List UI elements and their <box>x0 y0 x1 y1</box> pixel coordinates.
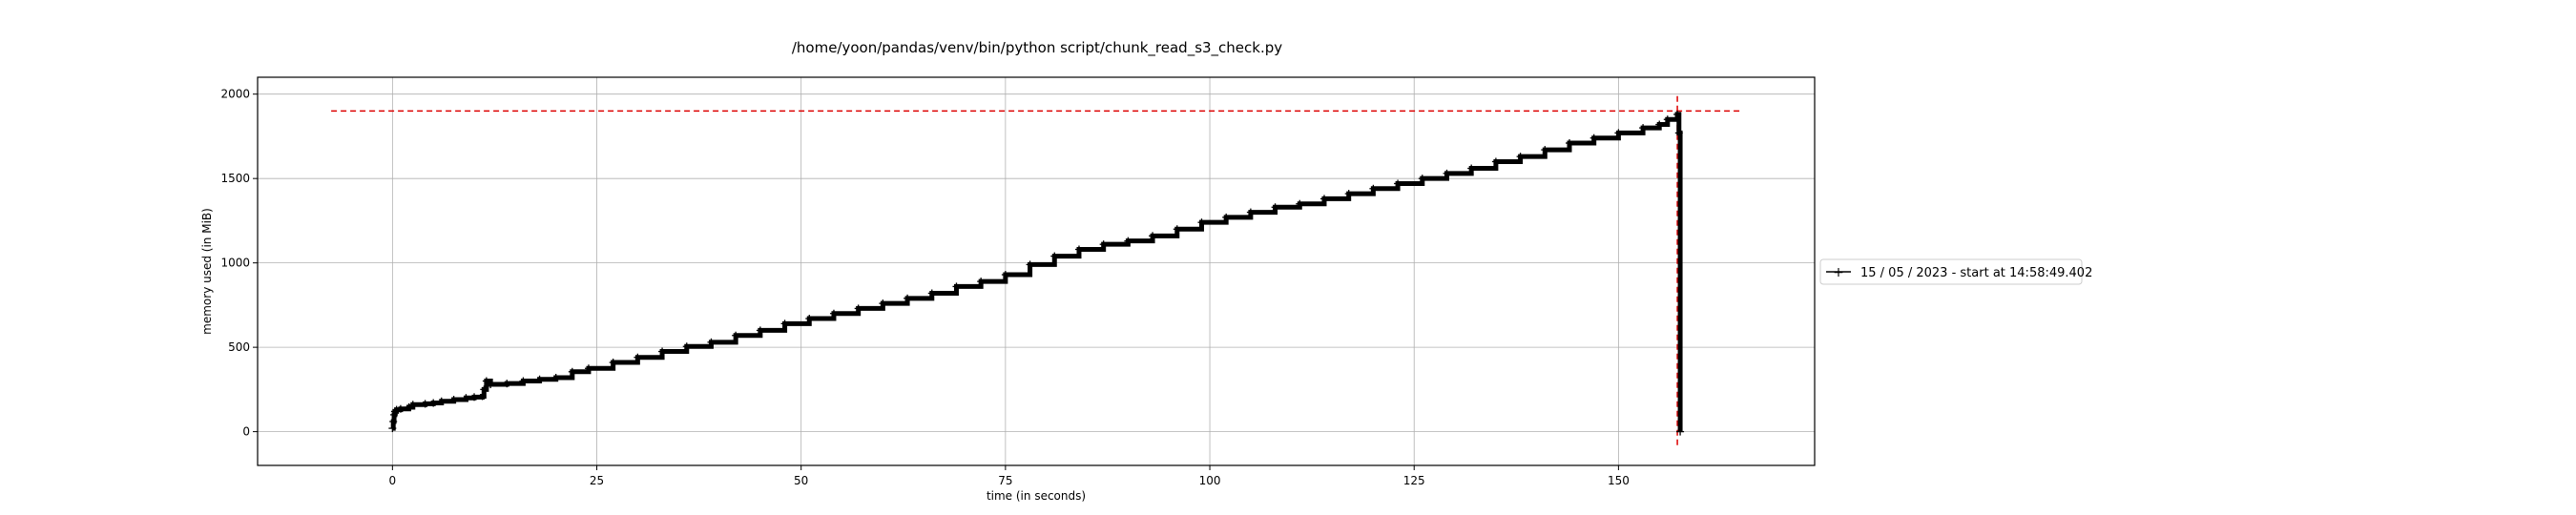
memory-series <box>388 110 1685 436</box>
data-point <box>388 424 397 433</box>
data-point <box>1655 120 1664 129</box>
x-tick-label: 75 <box>998 474 1012 487</box>
data-point <box>1319 195 1328 203</box>
data-point <box>1418 175 1426 183</box>
data-point <box>390 410 399 419</box>
legend: + 15 / 05 / 2023 - start at 14:58:49.402 <box>1819 258 2092 285</box>
data-point <box>1467 164 1476 173</box>
data-point <box>927 289 936 298</box>
y-ticks: 0 500 1000 1500 2000 <box>220 88 258 439</box>
data-point <box>519 377 528 385</box>
max-markers <box>331 95 1741 445</box>
data-point <box>609 359 617 367</box>
data-point <box>478 392 487 401</box>
data-point <box>1565 139 1573 148</box>
data-point <box>1149 232 1157 240</box>
data-point <box>535 375 544 383</box>
data-point <box>482 377 490 385</box>
data-point <box>1222 213 1231 221</box>
data-point <box>1197 218 1206 227</box>
data-point <box>1676 427 1685 436</box>
data-point <box>658 347 667 356</box>
data-point <box>1050 252 1059 260</box>
chart-title: /home/yoon/pandas/venv/bin/python script… <box>792 39 1282 57</box>
x-axis-label: time (in seconds) <box>987 489 1086 503</box>
data-point <box>1369 184 1378 193</box>
legend-marker-sample: + <box>1833 265 1844 280</box>
data-point <box>1589 134 1598 142</box>
data-point <box>1541 146 1549 154</box>
data-point <box>1074 245 1083 254</box>
x-tick-label: 0 <box>389 474 397 487</box>
data-point <box>429 399 438 407</box>
data-point <box>780 319 789 328</box>
data-point <box>392 405 401 414</box>
data-point <box>1246 208 1255 216</box>
data-point <box>584 364 592 373</box>
plot-frame <box>257 76 1816 466</box>
grid-lines <box>258 77 1815 465</box>
data-point <box>1491 157 1500 166</box>
data-point <box>1394 179 1402 188</box>
data-point <box>904 294 912 302</box>
legend-box <box>1819 258 2083 285</box>
legend-label: 15 / 05 / 2023 - start at 14:58:49.402 <box>1860 266 2092 280</box>
data-point <box>421 400 429 408</box>
data-point <box>462 394 470 402</box>
data-point <box>1001 271 1009 279</box>
data-point <box>1099 240 1108 249</box>
y-axis-label: memory used (in MiB) <box>200 208 214 335</box>
data-point <box>405 402 413 411</box>
x-tick-label: 100 <box>1199 474 1221 487</box>
data-point <box>977 278 986 286</box>
data-point <box>1296 199 1304 208</box>
x-tick-label: 150 <box>1608 474 1630 487</box>
y-tick-label: 1500 <box>220 172 250 185</box>
data-point <box>854 304 862 313</box>
data-point <box>449 395 458 403</box>
data-point <box>732 331 740 340</box>
data-point <box>437 397 446 405</box>
x-tick-label: 25 <box>590 474 604 487</box>
data-point <box>470 393 479 402</box>
data-point <box>480 385 488 394</box>
data-point <box>1026 260 1034 269</box>
data-point <box>1271 203 1279 212</box>
data-point <box>1124 237 1132 245</box>
data-point <box>952 282 961 291</box>
data-point <box>1673 110 1682 118</box>
x-tick-label: 125 <box>1403 474 1425 487</box>
data-point <box>487 381 495 389</box>
data-point <box>1639 124 1648 133</box>
data-point <box>1663 115 1672 124</box>
x-tick-label: 50 <box>794 474 808 487</box>
data-point <box>1344 190 1353 198</box>
data-point <box>634 353 642 361</box>
data-point <box>1516 153 1525 161</box>
data-point <box>389 417 398 425</box>
y-tick-label: 0 <box>242 425 250 439</box>
data-point <box>568 367 576 376</box>
x-ticks: 0 25 50 75 100 125 150 <box>389 465 1630 487</box>
y-tick-label: 500 <box>228 340 250 354</box>
data-point <box>879 299 887 308</box>
data-point <box>707 338 716 346</box>
y-tick-label: 2000 <box>220 88 250 101</box>
data-point <box>1173 225 1181 234</box>
data-point <box>503 380 511 388</box>
y-tick-label: 1000 <box>220 257 250 270</box>
data-point <box>408 401 417 409</box>
data-point <box>1674 129 1683 137</box>
data-point <box>756 326 764 335</box>
series-line <box>390 112 1683 432</box>
data-point <box>396 404 405 413</box>
data-point <box>551 373 560 381</box>
data-point <box>829 309 838 318</box>
data-point <box>1443 169 1451 177</box>
data-point <box>805 315 814 323</box>
data-point <box>390 407 399 416</box>
data-point <box>1614 129 1623 137</box>
data-point <box>682 342 691 351</box>
